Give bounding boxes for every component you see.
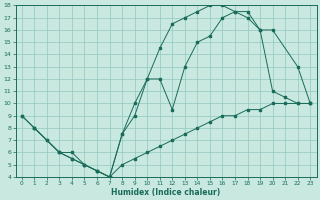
X-axis label: Humidex (Indice chaleur): Humidex (Indice chaleur) (111, 188, 221, 197)
